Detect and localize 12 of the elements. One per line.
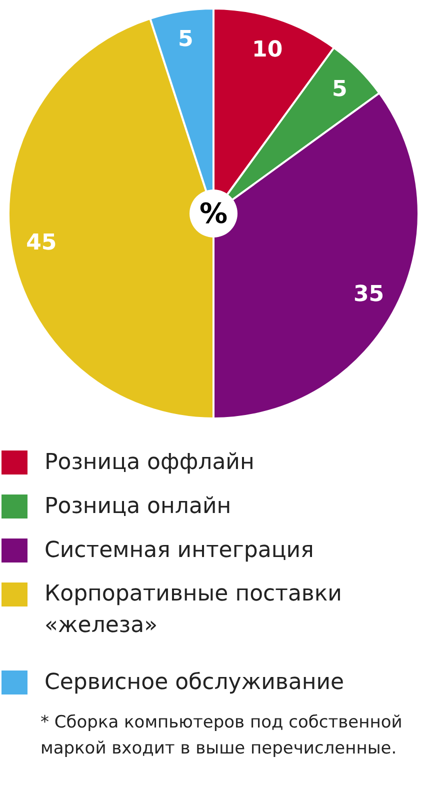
- data-label: 5: [332, 76, 348, 102]
- text: * Сборка компьютеров под собственной маркой входит в выше перечисленные.: [40, 712, 402, 758]
- data-label: 45: [26, 230, 57, 256]
- legend-label: Розница онлайн: [44, 494, 232, 519]
- data-label: 35: [353, 282, 384, 308]
- text: %: [199, 197, 228, 230]
- data-label: 10: [252, 37, 283, 62]
- data-label: 5: [178, 26, 194, 52]
- legend-label: Корпоративные поставки «железа»: [44, 582, 342, 638]
- legend-label: Системная интеграция: [44, 538, 314, 563]
- legend-label: Розница оффлайн: [44, 450, 254, 475]
- legend-label: Сервисное обслуживание: [44, 670, 344, 695]
